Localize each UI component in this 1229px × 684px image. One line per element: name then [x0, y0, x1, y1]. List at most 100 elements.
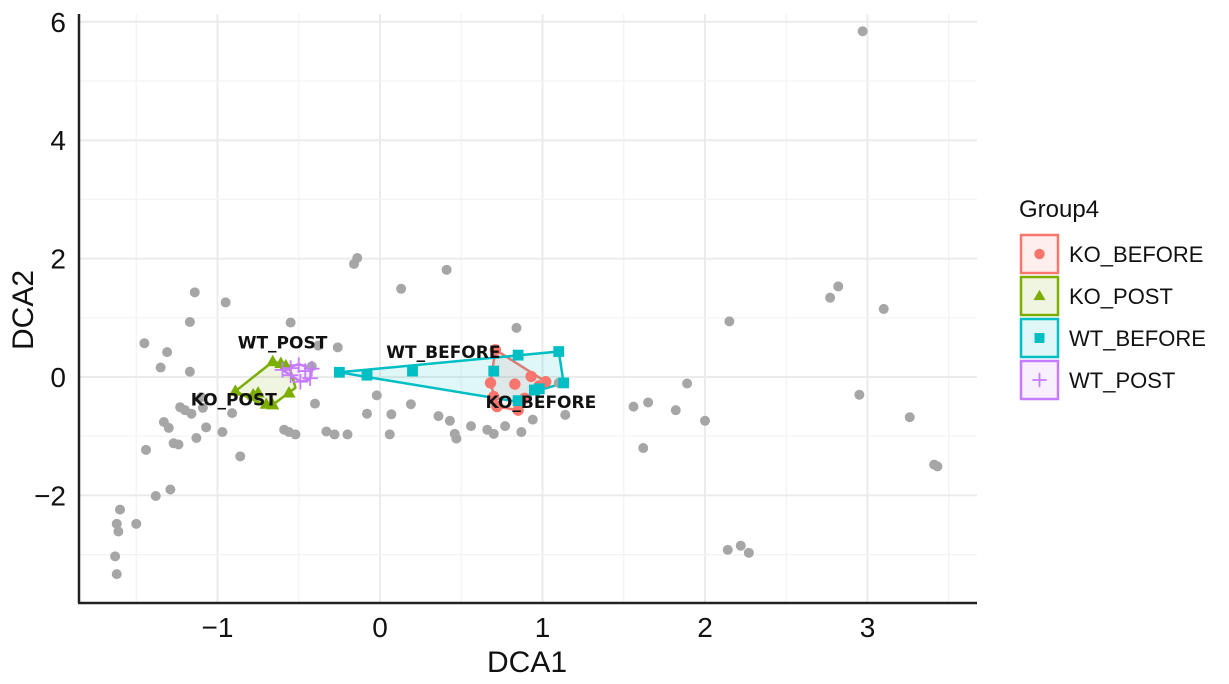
point-wt-post: [282, 367, 299, 384]
point-wt-post: [274, 362, 291, 378]
background-point: [433, 411, 444, 422]
background-point: [441, 264, 452, 275]
point-ko-post: [246, 387, 260, 400]
background-point: [516, 427, 527, 438]
legend-label: KO_BEFORE: [1069, 242, 1203, 267]
background-point: [511, 322, 522, 333]
background-point: [141, 444, 151, 455]
point-ko-post: [266, 354, 280, 367]
background-point: [638, 443, 649, 454]
x-tick-label: 2: [697, 612, 713, 643]
background-point: [310, 398, 320, 409]
background-point: [189, 287, 200, 298]
background-point: [162, 347, 173, 358]
point-wt-before: [407, 365, 418, 377]
legend-item-wt-before: WT_BEFORE: [1019, 317, 1206, 359]
background-point: [279, 424, 290, 435]
background-point: [220, 297, 231, 308]
background-point: [201, 422, 212, 433]
group-label: WT_BEFORE: [386, 343, 500, 363]
background-point: [168, 438, 179, 449]
background-point: [329, 429, 340, 440]
background-point: [352, 253, 363, 264]
point-ko-before: [484, 377, 497, 389]
point-wt-post: [302, 370, 318, 386]
background-point: [196, 392, 207, 403]
group-points: [228, 344, 570, 416]
background-point: [527, 414, 538, 425]
background-point: [854, 389, 865, 400]
point-wt-before: [512, 395, 524, 407]
y-tick-label: 0: [50, 362, 66, 393]
background-point: [115, 504, 125, 515]
background-point: [929, 459, 940, 470]
background-point: [444, 415, 455, 426]
background-point: [155, 362, 166, 373]
background-point: [158, 416, 169, 427]
legend-square-icon: [1034, 333, 1045, 343]
background-point: [724, 316, 735, 327]
y-axis-title: DCA2: [7, 270, 40, 350]
group-labels: WT_POST WT_BEFORE KO_POST KO_BEFORE: [191, 334, 597, 413]
background-point: [131, 518, 142, 529]
background-point: [682, 378, 693, 389]
background-point: [139, 338, 150, 349]
point-wt-before: [333, 366, 345, 378]
background-point: [405, 399, 416, 410]
x-tick-label: 0: [372, 612, 388, 643]
legend-label: WT_BEFORE: [1069, 326, 1206, 351]
background-point: [722, 544, 733, 555]
background-point: [500, 421, 511, 432]
background-point: [186, 408, 197, 419]
group-label: KO_POST: [191, 390, 278, 410]
point-ko-post: [266, 397, 280, 410]
legend-label: WT_POST: [1069, 368, 1175, 393]
point-wt-post: [303, 360, 320, 377]
legend-plus-icon: [1032, 372, 1047, 388]
background-point: [191, 432, 202, 443]
legend-key: [1019, 359, 1060, 401]
point-wt-post: [292, 373, 309, 390]
legend-circle-icon: [1034, 248, 1045, 260]
point-ko-before: [512, 404, 524, 416]
background-point: [384, 429, 395, 440]
background-point: [643, 397, 654, 408]
point-ko-post: [282, 386, 296, 398]
background-point: [227, 408, 238, 419]
background-point: [332, 342, 343, 353]
background-point: [833, 281, 844, 292]
point-ko-before: [525, 370, 537, 383]
y-tick-label: 2: [50, 244, 66, 275]
group-label: WT_POST: [238, 334, 328, 354]
background-point: [700, 415, 710, 426]
background-point: [670, 405, 681, 416]
background-point: [285, 317, 296, 328]
point-wt-before: [488, 365, 500, 377]
point-wt-before: [553, 346, 565, 357]
point-ko-before: [488, 390, 500, 403]
point-wt-before: [361, 369, 373, 381]
group-label: KO_BEFORE: [486, 393, 597, 413]
y-tick-label: 6: [50, 7, 66, 38]
y-tick-label: −2: [34, 480, 66, 511]
background-point: [184, 366, 195, 377]
background-point: [113, 526, 124, 537]
y-tick-labels: −2 0 2 4 6: [34, 7, 66, 512]
legend-item-wt-post: WT_POST: [1019, 359, 1175, 401]
legend-title: Group4: [1019, 196, 1099, 223]
legend-label: KO_POST: [1069, 284, 1173, 309]
background-point: [825, 292, 836, 303]
x-tick-labels: −1 0 1 2 3: [202, 612, 876, 643]
legend-triangle-icon: [1033, 289, 1046, 301]
background-point: [466, 421, 476, 432]
y-tick-label: 4: [50, 125, 66, 156]
x-tick-label: −1: [202, 612, 234, 643]
point-wt-before: [558, 377, 570, 389]
point-ko-before: [509, 378, 521, 390]
background-point: [857, 26, 868, 37]
background-point: [217, 427, 228, 438]
point-wt-before: [512, 349, 524, 361]
background-point: [628, 401, 639, 412]
background-point: [743, 547, 754, 558]
background-point: [110, 551, 121, 562]
